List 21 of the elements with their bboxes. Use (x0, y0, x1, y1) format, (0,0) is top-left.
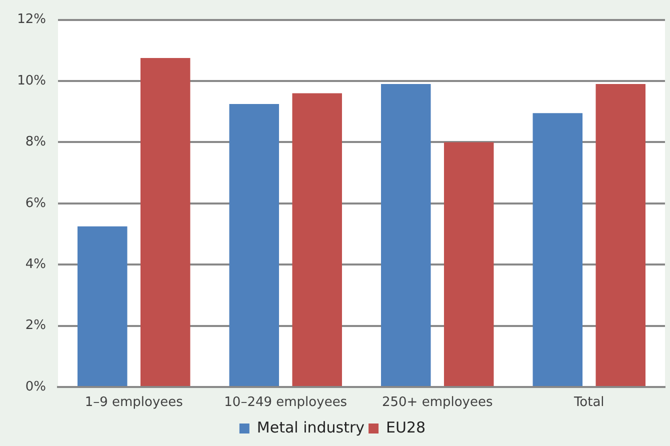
y-tick-label: 10% (17, 73, 46, 88)
bar (78, 226, 128, 386)
legend-label: Metal industry (256, 418, 365, 436)
x-tick-label: Total (572, 395, 604, 410)
bar (229, 104, 280, 386)
y-tick-label: 2% (25, 318, 46, 334)
bar (596, 84, 646, 386)
x-tick-label: 10–249 employees (224, 395, 348, 410)
bar (532, 113, 583, 386)
bar (292, 93, 342, 386)
x-tick-label: 250+ employees (382, 395, 493, 410)
y-tick-label: 4% (25, 256, 46, 272)
y-tick-label: 8% (25, 134, 46, 150)
legend-label: EU28 (386, 418, 426, 436)
y-tick-label: 12% (17, 12, 46, 28)
bar (444, 142, 494, 386)
bar (140, 58, 190, 386)
y-tick-label: 6% (25, 196, 46, 211)
x-tick-label: 1–9 employees (84, 395, 184, 410)
y-tick-label: 0% (25, 379, 46, 394)
bar (381, 84, 431, 386)
